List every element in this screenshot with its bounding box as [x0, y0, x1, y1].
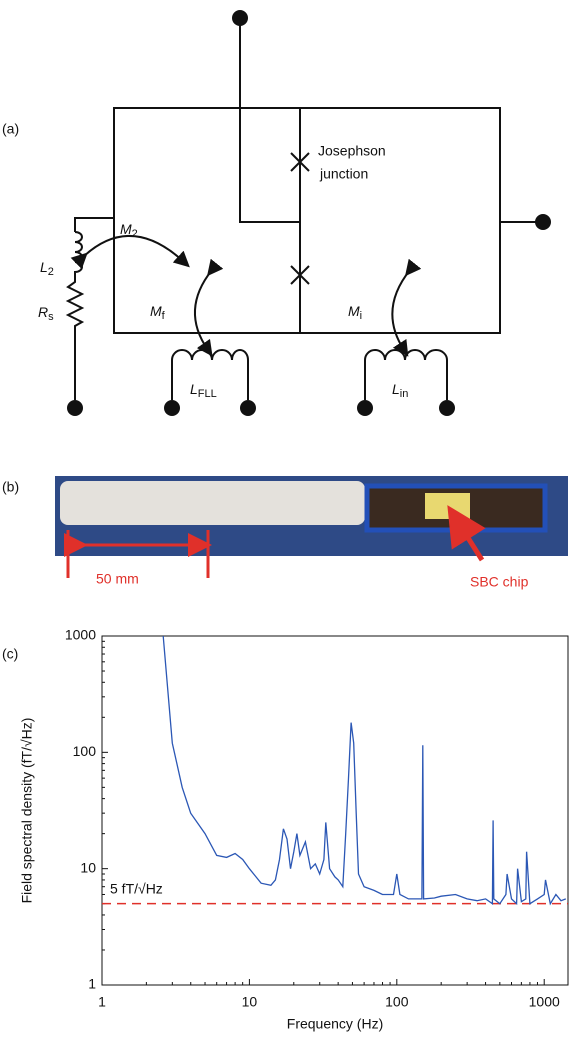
junction: [290, 265, 310, 285]
coupling-arrow: [194, 258, 224, 357]
coupling-arrow: [70, 235, 190, 270]
junction-label: Josephson: [318, 143, 386, 159]
y-tick-label: 100: [73, 743, 97, 759]
coil: [364, 349, 448, 400]
loop: [113, 107, 501, 334]
y-tick-label: 1: [88, 976, 96, 992]
terminal: [357, 400, 373, 416]
coil: [171, 349, 249, 400]
probe-body: [60, 481, 365, 525]
circuit-label: Lin: [392, 381, 408, 400]
circuit: Josephson junction M2 L2 Rs Mf Mi LFLL L…: [38, 10, 551, 416]
y-axis-label: Field spectral density (fT/√Hz): [19, 718, 35, 904]
terminal: [232, 10, 248, 26]
inductor-resistor: [65, 231, 85, 400]
x-axis-label: Frequency (Hz): [287, 1016, 383, 1032]
x-tick-label: 10: [242, 994, 258, 1010]
circuit-label: M2: [120, 221, 138, 240]
wire: [239, 18, 300, 223]
chip-arrow: [447, 505, 486, 562]
scale-label: 50 mm: [96, 571, 139, 587]
wire: [74, 217, 114, 232]
panel-label: (a): [2, 121, 19, 137]
terminal: [535, 214, 551, 230]
chart: 1 10 100 1000 1 10 100 1000 Frequency (Hz) Field …: [19, 627, 569, 1032]
chip: [425, 493, 470, 519]
panel-label: (b): [2, 479, 19, 495]
circuit-label: Mf: [150, 303, 166, 322]
terminal: [240, 400, 256, 416]
panel-label: (c): [2, 646, 18, 662]
terminal: [67, 400, 83, 416]
data-line: [162, 635, 567, 906]
coupling-arrow: [391, 258, 422, 357]
junction-label: junction: [319, 166, 368, 182]
plot-frame: [101, 635, 569, 986]
circuit-label: Mi: [348, 303, 362, 322]
circuit-label: Rs: [38, 304, 54, 323]
circuit-label: LFLL: [190, 381, 217, 400]
photo: 50 mm SBC chip: [55, 476, 568, 590]
x-tick-label: 1000: [529, 994, 560, 1010]
x-tick-label: 100: [385, 994, 409, 1010]
terminal: [164, 400, 180, 416]
reference-label: 5 fT/√Hz: [110, 880, 163, 896]
chip-label: SBC chip: [470, 574, 529, 590]
circuit-label: L2: [40, 259, 54, 278]
x-tick-label: 1: [98, 994, 106, 1010]
y-tick-label: 10: [80, 859, 96, 875]
y-tick-label: 1000: [65, 627, 96, 643]
terminal: [439, 400, 455, 416]
junction: [290, 152, 310, 172]
